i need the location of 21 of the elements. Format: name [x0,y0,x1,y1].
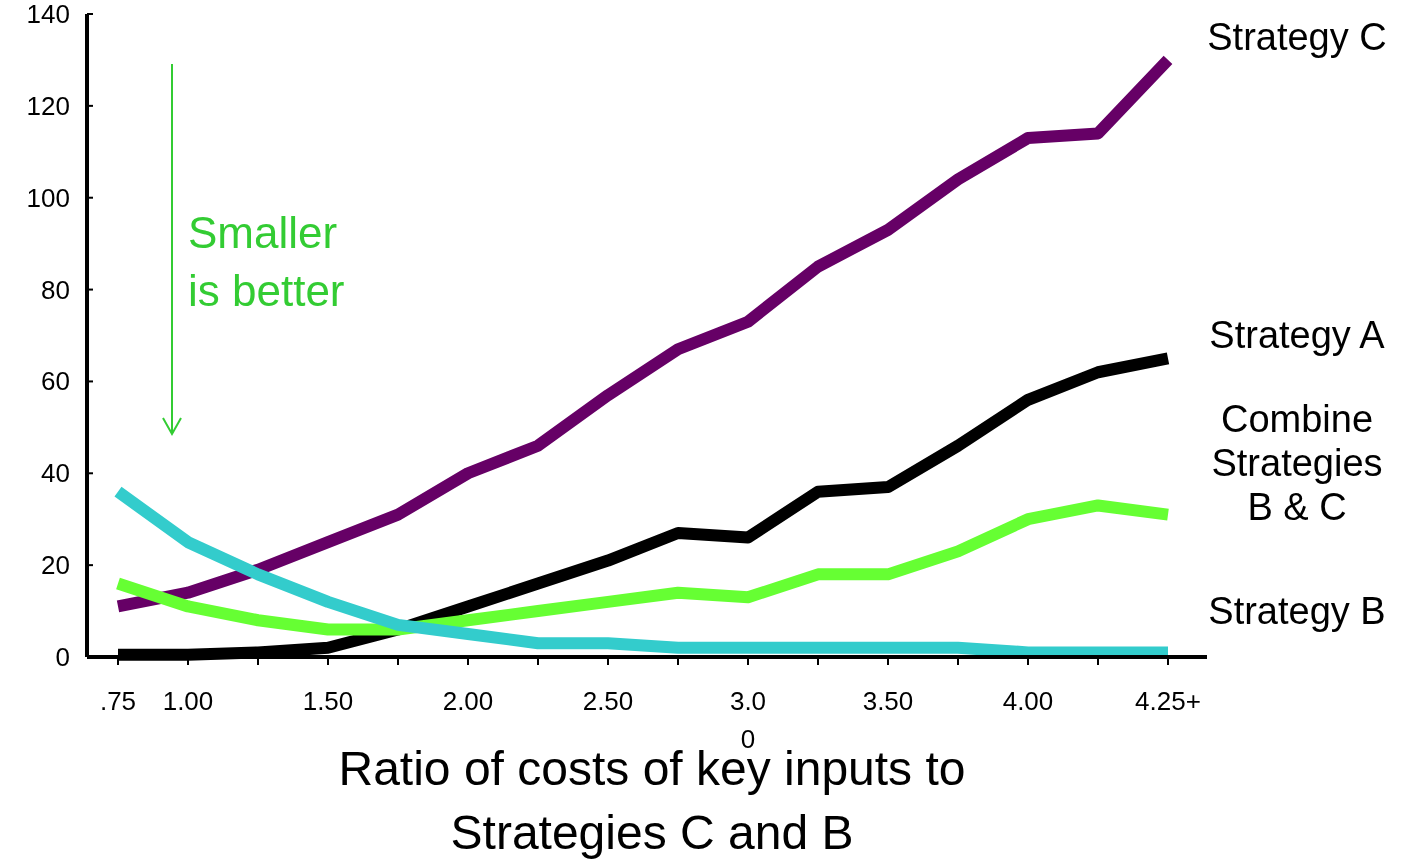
x-tick-label: 2.00 [442,686,494,716]
x-tick-label: 1.00 [162,686,214,716]
y-tick-label: 120 [26,90,70,121]
x-tick-label: 1.50 [302,686,354,716]
y-tick-label: 100 [26,182,70,213]
annotation: Smaller is better [188,208,345,315]
y-tick-label: 140 [26,0,70,29]
series-label: Strategy B [1208,590,1386,632]
x-tick-label: 2.50 [582,686,634,716]
y-tick-label: 0 [55,642,70,672]
x-tick-label: 3.50 [862,686,914,716]
x-tick-label: 4.25+ [1135,686,1201,716]
series-label: Strategy A [1209,314,1386,357]
y-tick-label: 40 [41,458,70,489]
y-tick-label: 60 [41,366,70,397]
x-tick-label: 4.00 [1002,686,1054,716]
y-tick-label: 80 [41,274,70,305]
x-tick-label: .75 [99,686,137,716]
series-label: Combine Strategies B & C [1211,397,1383,528]
series-label: Strategy C [1207,15,1387,58]
y-tick-label: 20 [41,550,70,581]
